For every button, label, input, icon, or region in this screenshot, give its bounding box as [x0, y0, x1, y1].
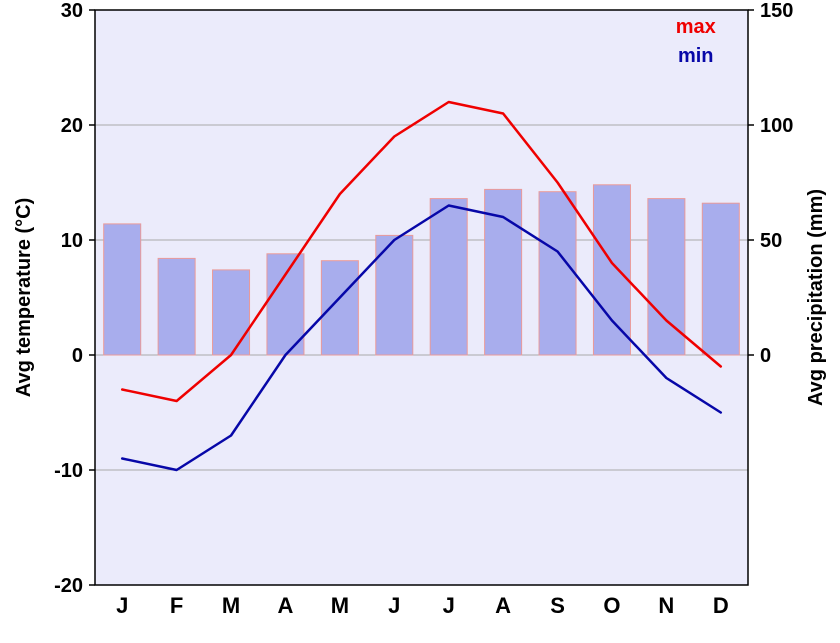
precip-bar — [430, 199, 467, 355]
left-tick-label: -10 — [54, 460, 83, 482]
chart-svg: -20 -10 0 10 20 30 0 50 100 150 J F M A M J J A S O N D Avg te… — [0, 0, 840, 643]
left-tick-label: 10 — [61, 230, 83, 252]
month-label: J — [443, 593, 455, 618]
month-label: D — [713, 593, 729, 618]
legend-item: max — [676, 16, 716, 38]
right-tick-label: 0 — [760, 345, 771, 367]
month-label: J — [388, 593, 400, 618]
right-tick-label: 100 — [760, 115, 793, 137]
precip-bar — [158, 258, 195, 355]
month-label: F — [170, 593, 183, 618]
month-label: O — [603, 593, 620, 618]
month-label: S — [550, 593, 565, 618]
climate-chart: -20 -10 0 10 20 30 0 50 100 150 J F M A M J J A S O N D Avg te… — [0, 0, 840, 643]
right-tick-label: 50 — [760, 230, 782, 252]
month-label: A — [278, 593, 294, 618]
month-label: J — [116, 593, 128, 618]
month-label: N — [658, 593, 674, 618]
precip-bar — [321, 261, 358, 355]
precip-bar — [539, 192, 576, 355]
month-label: A — [495, 593, 511, 618]
precip-bar — [213, 270, 250, 355]
month-label: M — [331, 593, 349, 618]
left-tick-label: 20 — [61, 115, 83, 137]
precip-bar — [702, 203, 739, 355]
month-label: M — [222, 593, 240, 618]
right-tick-label: 150 — [760, 0, 793, 22]
right-axis-label: Avg precipitation (mm) — [805, 189, 827, 406]
left-axis-label: Avg temperature (°C) — [13, 198, 35, 398]
precip-bar — [593, 185, 630, 355]
legend-item: min — [678, 45, 714, 67]
left-tick-label: 0 — [72, 345, 83, 367]
precip-bar — [104, 224, 141, 355]
left-tick-label: -20 — [54, 575, 83, 597]
left-tick-label: 30 — [61, 0, 83, 22]
